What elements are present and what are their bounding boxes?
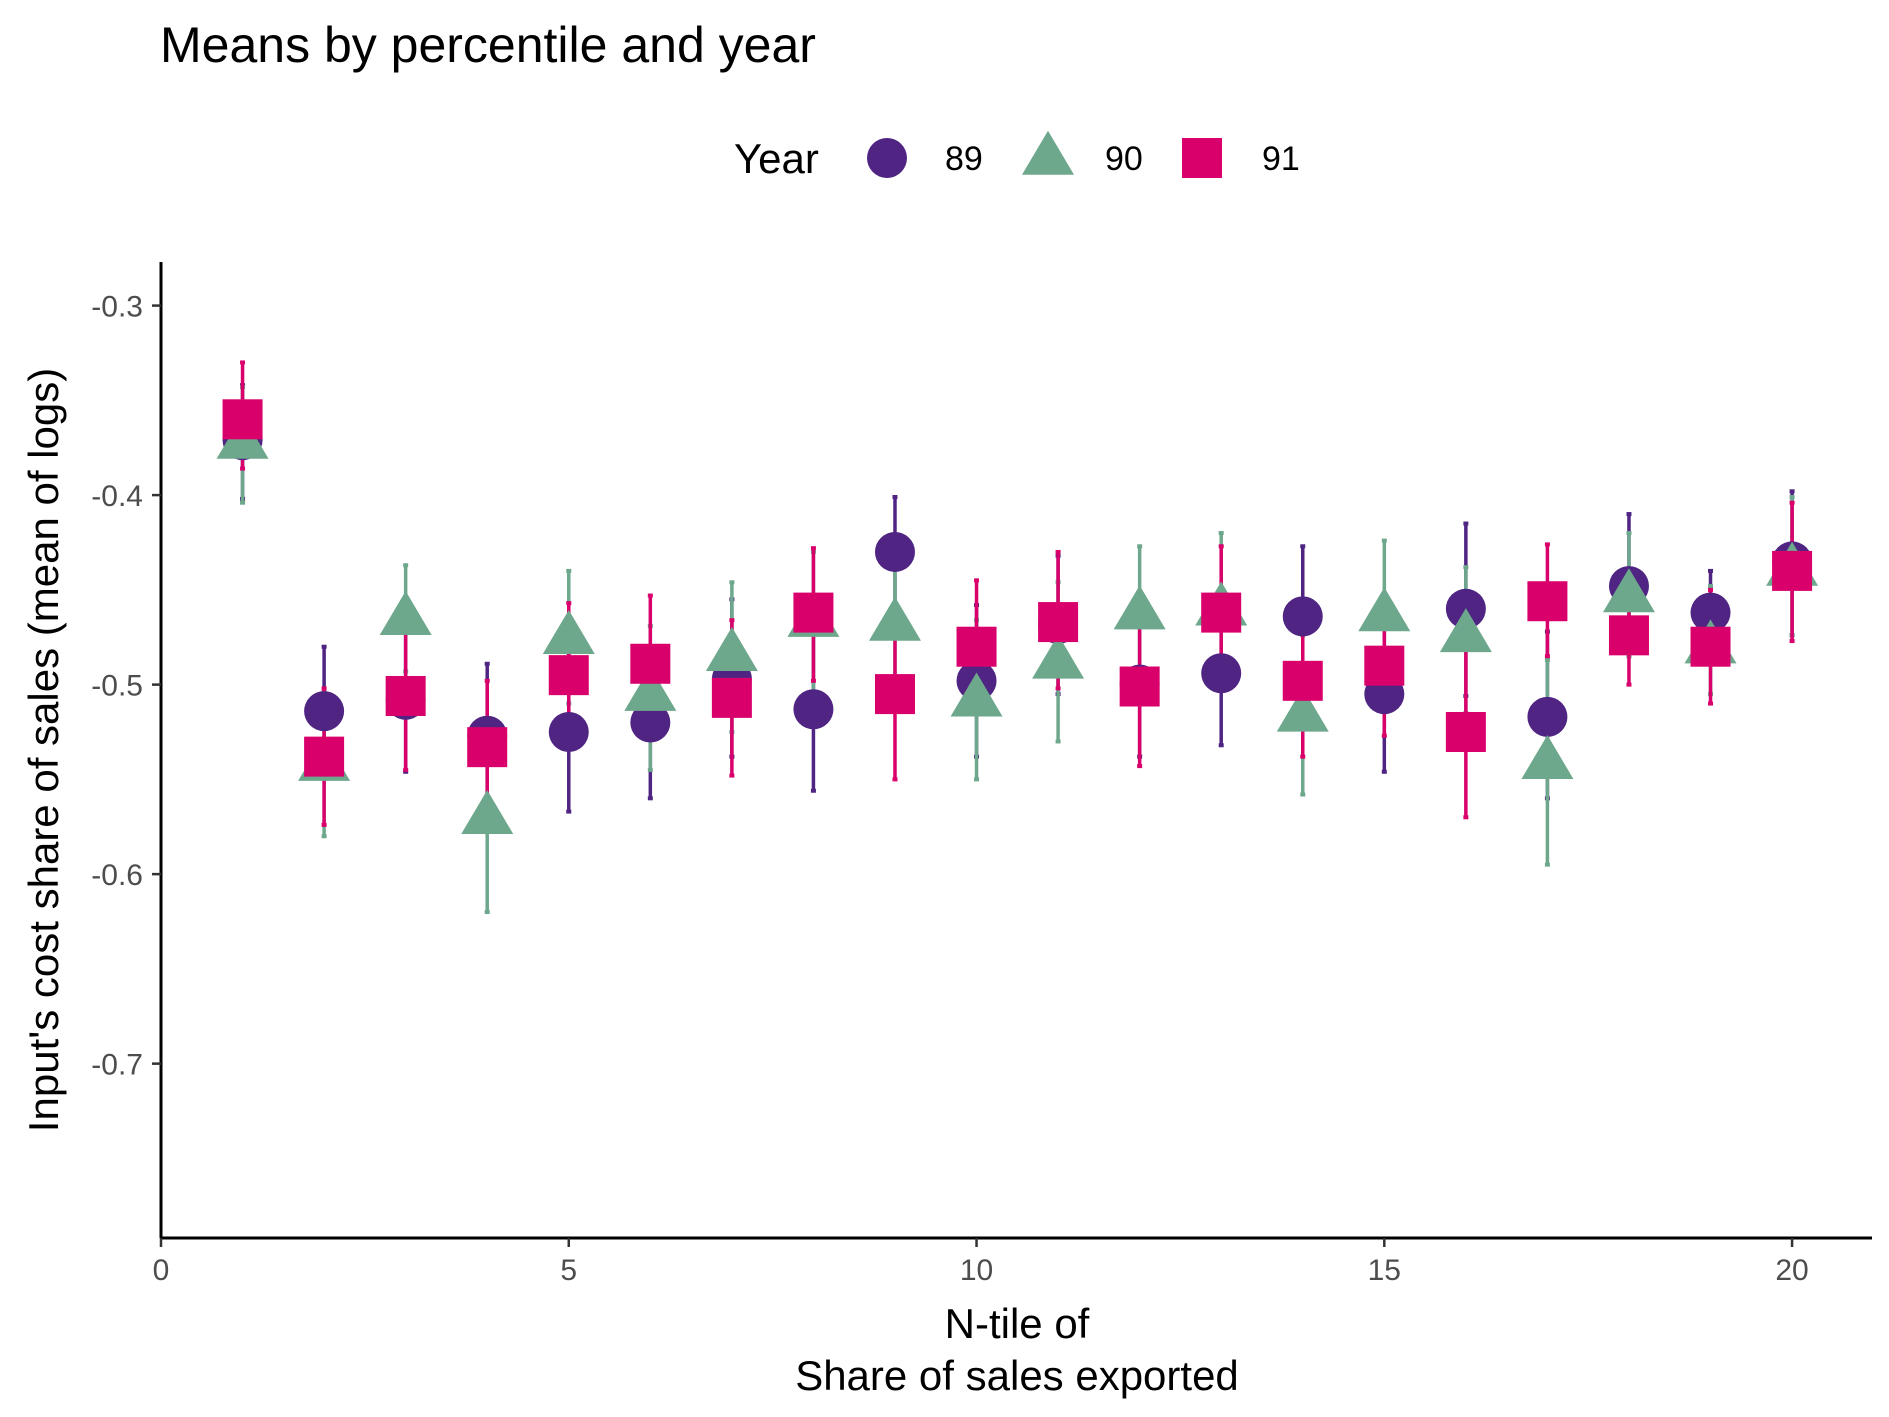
point-triangle-17 xyxy=(1521,735,1574,780)
legend-label: 91 xyxy=(1262,140,1300,178)
y-axis-ticks: -0.3 -0.4 -0.5 -0.6 -0.7 xyxy=(91,291,161,1082)
point-square-9 xyxy=(874,674,915,715)
y-tick-label: -0.7 xyxy=(91,1049,143,1082)
legend-label: 90 xyxy=(1105,140,1143,178)
x-axis-title-line-2: Share of sales exported xyxy=(795,1352,1239,1399)
legend: Year 89 90 91 xyxy=(734,130,1300,182)
point-square-13 xyxy=(1201,592,1242,633)
point-square-5 xyxy=(548,655,589,696)
legend-marker-square xyxy=(1182,138,1222,178)
point-triangle-14 xyxy=(1276,687,1329,732)
point-square-10 xyxy=(956,626,997,667)
point-square-12 xyxy=(1119,666,1160,707)
point-triangle-12 xyxy=(1113,585,1166,630)
point-square-18 xyxy=(1608,615,1649,656)
point-square-4 xyxy=(467,727,508,768)
point-square-11 xyxy=(1038,602,1079,643)
point-triangle-11 xyxy=(1032,634,1085,679)
legend-items: 89 90 91 xyxy=(867,130,1300,178)
point-square-17 xyxy=(1527,581,1568,622)
point-circle-19 xyxy=(1690,592,1731,633)
x-tick-label: 20 xyxy=(1775,1254,1808,1287)
point-square-7 xyxy=(711,677,752,718)
point-triangle-10 xyxy=(950,672,1003,717)
x-axis-ticks: 0 5 10 15 20 xyxy=(153,1238,1809,1287)
point-circle-13 xyxy=(1201,653,1242,694)
plot-area xyxy=(216,360,1819,915)
legend-item-89: 89 xyxy=(867,138,983,178)
point-triangle-5 xyxy=(542,609,595,654)
point-triangle-6 xyxy=(624,666,677,711)
chart-title: Means by percentile and year xyxy=(160,17,816,73)
point-square-19 xyxy=(1690,626,1731,667)
y-tick-label: -0.6 xyxy=(91,859,143,892)
y-tick-label: -0.5 xyxy=(91,670,143,703)
y-axis-title: Input's cost share of sales (mean of log… xyxy=(20,368,67,1132)
legend-label: 89 xyxy=(945,140,983,178)
point-circle-6 xyxy=(630,702,671,743)
point-triangle-4 xyxy=(461,789,514,834)
legend-marker-triangle xyxy=(1022,130,1074,175)
data-points xyxy=(216,399,1819,834)
x-tick-label: 10 xyxy=(960,1254,993,1287)
point-circle-9 xyxy=(874,531,915,572)
point-square-6 xyxy=(630,643,671,684)
point-circle-17 xyxy=(1527,696,1568,737)
point-triangle-16 xyxy=(1439,608,1492,653)
legend-item-90: 90 xyxy=(1022,130,1143,178)
point-square-15 xyxy=(1364,645,1405,686)
y-tick-label: -0.4 xyxy=(91,480,143,513)
point-circle-5 xyxy=(548,711,589,752)
x-axis-title-line-1: N-tile of xyxy=(945,1300,1090,1347)
point-circle-14 xyxy=(1282,596,1323,637)
point-square-8 xyxy=(793,592,834,633)
point-square-2 xyxy=(304,736,345,777)
point-square-1 xyxy=(222,399,263,440)
point-square-20 xyxy=(1772,550,1813,591)
x-tick-label: 0 xyxy=(153,1254,170,1287)
legend-marker-circle xyxy=(867,138,907,178)
x-tick-label: 5 xyxy=(560,1254,577,1287)
point-square-14 xyxy=(1282,660,1323,701)
point-triangle-18 xyxy=(1602,568,1655,613)
point-square-16 xyxy=(1445,711,1486,752)
x-tick-label: 15 xyxy=(1368,1254,1401,1287)
point-square-3 xyxy=(385,675,426,716)
point-triangle-7 xyxy=(705,627,758,672)
point-triangle-9 xyxy=(868,596,921,641)
point-circle-2 xyxy=(304,691,345,732)
legend-item-91: 91 xyxy=(1182,138,1300,178)
y-tick-label: -0.3 xyxy=(91,291,143,324)
point-triangle-3 xyxy=(379,591,432,636)
point-circle-8 xyxy=(793,689,834,730)
legend-title: Year xyxy=(734,135,819,182)
point-triangle-15 xyxy=(1358,587,1411,632)
